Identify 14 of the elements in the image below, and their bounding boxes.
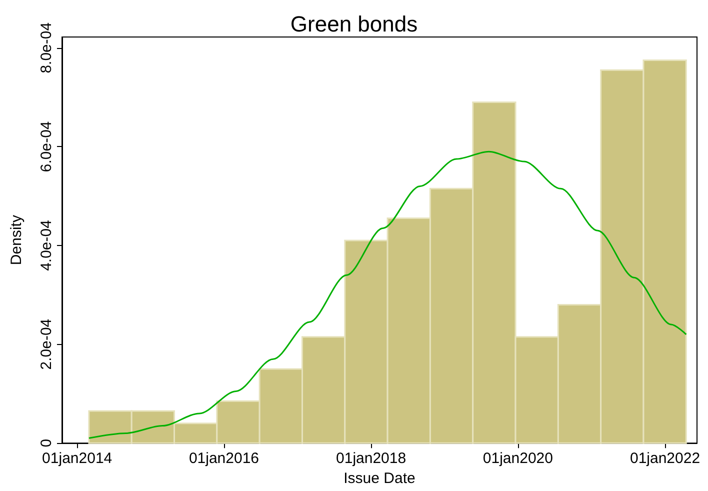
y-tick-label: 0 xyxy=(38,438,55,448)
y-axis-title: Density xyxy=(8,214,25,266)
x-tick-label: 01jan2014 xyxy=(42,450,112,468)
y-tick-label: 8.0e-04 xyxy=(38,22,55,74)
x-tick-label: 01jan2018 xyxy=(336,450,406,468)
chart-title: Green bonds xyxy=(290,12,418,36)
line-series xyxy=(88,150,687,439)
y-tick-label: 2.0e-04 xyxy=(38,318,55,370)
x-tick-label: 01jan2020 xyxy=(482,450,553,468)
y-tick-label: 4.0e-04 xyxy=(38,220,55,271)
x-tick-label: 01jan2016 xyxy=(188,450,260,468)
x-axis-title: Issue Date xyxy=(344,470,416,487)
y-tick-label: 6.0e-04 xyxy=(38,121,55,172)
x-tick-label: 01jan2022 xyxy=(630,450,700,468)
